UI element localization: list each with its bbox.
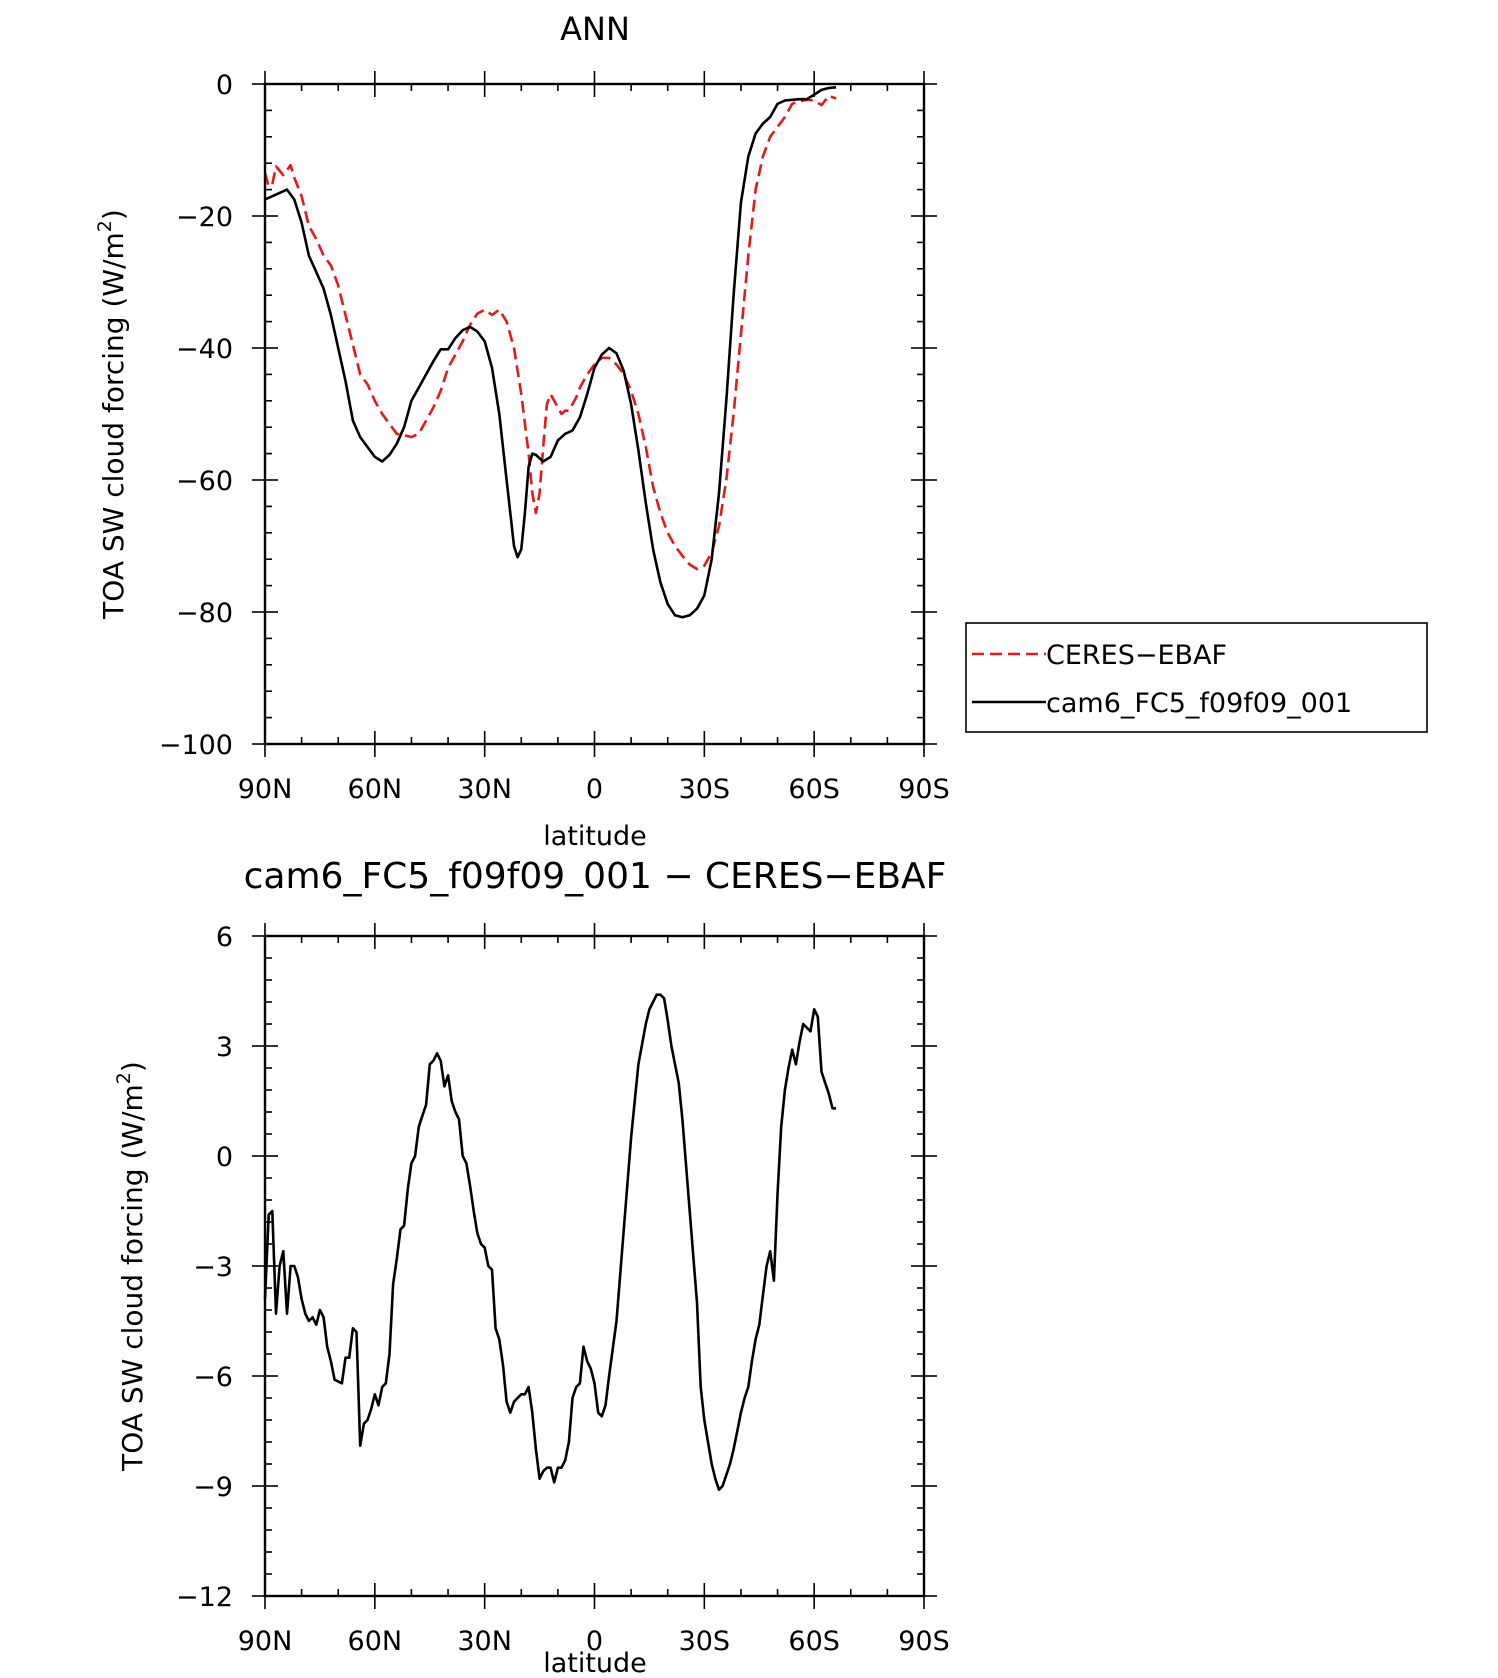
x-tick-label: 60S [788, 774, 840, 805]
bottom-y-label-main: TOA SW cloud forcing (W/m [116, 1084, 149, 1472]
bottom-chart-y-axis-label: TOA SW cloud forcing (W/m2) [113, 1061, 149, 1472]
x-tick-label: 60N [348, 774, 403, 805]
x-tick-label: 90S [898, 1626, 950, 1657]
bottom-chart-frame [263, 934, 926, 1598]
x-tick-label: 30N [457, 1626, 512, 1657]
y-tick-label: −9 [193, 1472, 233, 1503]
top-y-label-main: TOA SW cloud forcing (W/m [97, 232, 130, 620]
y-tick-label: −100 [159, 730, 233, 761]
top-chart-ticks [252, 71, 937, 757]
bottom-chart-x-axis-label: latitude [543, 1648, 647, 1678]
ceres-ebaf-line [263, 94, 837, 571]
x-tick-label: 90N [238, 1626, 293, 1657]
y-tick-label: −3 [193, 1252, 233, 1283]
x-tick-label: 30N [457, 774, 512, 805]
top-y-label-close: ) [97, 209, 130, 220]
top-chart-y-tick-labels: 0 −20 −40 −60 −80 −100 [159, 70, 233, 761]
x-tick-label: 0 [586, 774, 603, 805]
bottom-chart-x-tick-labels: 90N 60N 30N 0 30S 60S 90S [238, 1626, 950, 1657]
bottom-chart-series [263, 993, 837, 1491]
top-y-label-superscript: 2 [94, 220, 116, 232]
legend-label-cam6: cam6_FC5_f09f09_001 [1046, 688, 1352, 719]
y-tick-label: 0 [216, 1142, 233, 1173]
bottom-panel: cam6_FC5_f09f09_001 − CERES−EBAF 90N 60N 3… [113, 856, 950, 1678]
y-tick-label: −40 [176, 334, 233, 365]
top-chart-x-tick-labels: 90N 60N 30N 0 30S 60S 90S [238, 774, 950, 805]
y-tick-label: −60 [176, 466, 233, 497]
x-tick-label: 90S [898, 774, 950, 805]
y-tick-label: −6 [193, 1362, 233, 1393]
legend-label-ceres: CERES−EBAF [1046, 640, 1227, 671]
bottom-y-label-close: ) [116, 1061, 149, 1072]
bottom-chart-title: cam6_FC5_f09f09_001 − CERES−EBAF [244, 856, 947, 897]
top-chart-frame [263, 82, 926, 746]
top-panel: ANN 90N 60N 30N 0 30S 60S 90S 0 −20 −40 −60 −80 −10… [94, 10, 1428, 852]
y-tick-label: 3 [216, 1032, 233, 1063]
x-tick-label: 30S [679, 1626, 731, 1657]
legend-box [965, 622, 1428, 733]
top-chart-series [263, 86, 837, 619]
top-chart-legend: CERES−EBAF cam6_FC5_f09f09_001 [965, 622, 1428, 733]
x-tick-label: 0 [586, 1626, 603, 1657]
y-tick-label: −20 [176, 202, 233, 233]
x-tick-label: 60S [788, 1626, 840, 1657]
y-tick-label: −12 [176, 1582, 233, 1613]
y-tick-label: 0 [216, 70, 233, 101]
x-tick-label: 60N [348, 1626, 403, 1657]
difference-line [263, 993, 837, 1491]
x-tick-label: 30S [679, 774, 731, 805]
x-tick-label: 90N [238, 774, 293, 805]
bottom-chart-y-tick-labels: 6 3 0 −3 −6 −9 −12 [176, 922, 233, 1613]
cam6-fc5-f09f09-001-line [264, 86, 837, 619]
top-chart-y-axis-label: TOA SW cloud forcing (W/m2) [94, 209, 130, 620]
top-chart-title: ANN [560, 10, 630, 48]
y-tick-label: −80 [176, 598, 233, 629]
top-chart-x-axis-label: latitude [543, 821, 647, 852]
y-tick-label: 6 [216, 922, 233, 953]
bottom-chart-ticks [252, 923, 937, 1609]
bottom-y-label-superscript: 2 [113, 1072, 135, 1084]
